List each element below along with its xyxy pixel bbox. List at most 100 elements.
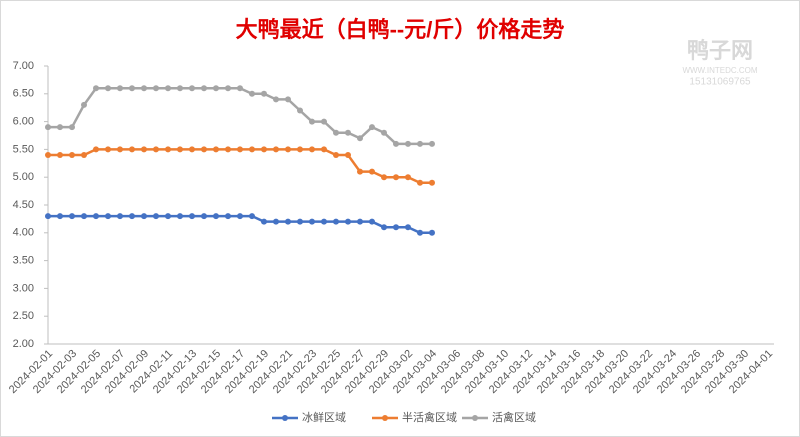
- point: [273, 146, 279, 153]
- y-tick-label: 2.50: [13, 310, 34, 322]
- point: [129, 85, 135, 92]
- point: [141, 146, 147, 153]
- point: [309, 118, 315, 125]
- point: [165, 85, 171, 92]
- y-tick-label: 7.00: [13, 60, 34, 72]
- point: [225, 213, 231, 220]
- point: [285, 96, 291, 103]
- point: [321, 218, 327, 225]
- point: [285, 218, 291, 225]
- point: [57, 213, 63, 220]
- point: [357, 168, 363, 175]
- point: [369, 124, 375, 131]
- y-tick-label: 4.00: [13, 227, 34, 239]
- point: [429, 179, 435, 186]
- point: [81, 101, 87, 108]
- point: [237, 213, 243, 220]
- point: [273, 218, 279, 225]
- legend-label: 冰鲜区域: [302, 410, 346, 424]
- point: [249, 146, 255, 153]
- point: [345, 218, 351, 225]
- point: [345, 151, 351, 158]
- point: [153, 213, 159, 220]
- point: [165, 146, 171, 153]
- point: [189, 146, 195, 153]
- point: [321, 118, 327, 125]
- point: [81, 213, 87, 220]
- point: [345, 129, 351, 136]
- y-tick-label: 6.00: [13, 116, 34, 128]
- point: [333, 151, 339, 158]
- point: [45, 213, 51, 220]
- point: [117, 85, 123, 92]
- legend-label: 活禽区域: [492, 410, 536, 424]
- point: [381, 224, 387, 231]
- point: [189, 213, 195, 220]
- legend-marker: [282, 415, 288, 421]
- point: [297, 218, 303, 225]
- point: [417, 140, 423, 147]
- y-tick-label: 6.50: [13, 88, 34, 100]
- point: [117, 146, 123, 153]
- point: [105, 85, 111, 92]
- chart-title: 大鸭最近（白鸭--元/斤）价格走势: [236, 17, 565, 42]
- point: [201, 146, 207, 153]
- y-tick-label: 5.00: [13, 171, 34, 183]
- point: [201, 85, 207, 92]
- point: [117, 213, 123, 220]
- watermark: WWW.INTEDC.COM: [682, 66, 757, 75]
- y-tick-label: 4.50: [13, 199, 34, 211]
- point: [369, 218, 375, 225]
- point: [393, 224, 399, 231]
- point: [105, 146, 111, 153]
- point: [93, 146, 99, 153]
- point: [201, 213, 207, 220]
- point: [357, 218, 363, 225]
- point: [381, 129, 387, 136]
- y-tick-label: 2.00: [13, 338, 34, 350]
- point: [261, 218, 267, 225]
- point: [213, 146, 219, 153]
- point: [393, 174, 399, 181]
- watermark: 15131069765: [689, 77, 751, 88]
- point: [333, 218, 339, 225]
- point: [129, 146, 135, 153]
- point: [141, 85, 147, 92]
- point: [429, 140, 435, 147]
- point: [273, 96, 279, 103]
- y-tick-label: 3.00: [13, 282, 34, 294]
- point: [141, 213, 147, 220]
- point: [429, 229, 435, 236]
- point: [81, 151, 87, 158]
- point: [177, 85, 183, 92]
- point: [393, 140, 399, 147]
- point: [57, 124, 63, 131]
- legend-marker: [382, 415, 388, 421]
- point: [177, 146, 183, 153]
- point: [69, 124, 75, 131]
- point: [297, 107, 303, 114]
- point: [153, 146, 159, 153]
- point: [213, 213, 219, 220]
- point: [45, 151, 51, 158]
- point: [261, 146, 267, 153]
- point: [405, 140, 411, 147]
- point: [165, 213, 171, 220]
- point: [225, 85, 231, 92]
- point: [69, 151, 75, 158]
- point: [405, 224, 411, 231]
- point: [369, 168, 375, 175]
- point: [153, 85, 159, 92]
- watermark: 鸭子网: [687, 38, 753, 63]
- point: [93, 85, 99, 92]
- point: [309, 218, 315, 225]
- point: [309, 146, 315, 153]
- point: [249, 213, 255, 220]
- point: [189, 85, 195, 92]
- legend-marker: [472, 415, 478, 421]
- point: [357, 135, 363, 142]
- point: [285, 146, 291, 153]
- point: [45, 124, 51, 131]
- point: [417, 179, 423, 186]
